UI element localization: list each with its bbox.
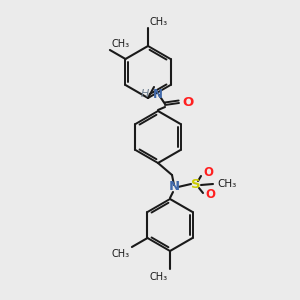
Text: CH₃: CH₃ <box>112 249 130 259</box>
Text: CH₃: CH₃ <box>150 272 168 282</box>
Text: O: O <box>203 167 213 179</box>
Text: O: O <box>205 188 215 202</box>
Text: N: N <box>153 88 163 100</box>
Text: CH₃: CH₃ <box>217 179 236 189</box>
Text: CH₃: CH₃ <box>150 17 168 27</box>
Text: O: O <box>182 95 193 109</box>
Text: H: H <box>141 89 149 99</box>
Text: CH₃: CH₃ <box>112 39 130 49</box>
Text: N: N <box>168 181 180 194</box>
Text: S: S <box>191 178 201 191</box>
